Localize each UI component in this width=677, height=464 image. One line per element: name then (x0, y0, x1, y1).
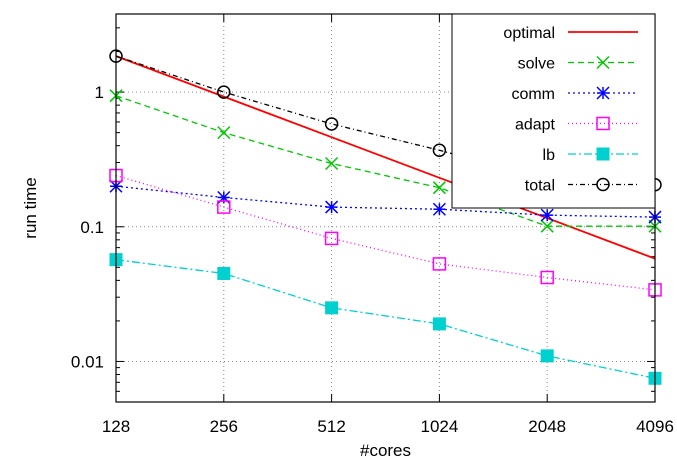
point-adapt (324, 231, 339, 246)
legend-label-optimal: optimal (503, 25, 555, 42)
point-solve (540, 219, 554, 233)
point-total (432, 143, 447, 157)
legend-label-adapt: adapt (515, 117, 556, 134)
legend-label-total: total (525, 178, 555, 195)
series-lb (109, 253, 662, 385)
x-tick-label: 1024 (420, 417, 458, 436)
x-tick-label: 256 (210, 417, 238, 436)
y-tick-label: 1 (95, 83, 104, 102)
point-lb (540, 349, 554, 363)
point-lb (217, 266, 231, 280)
x-tick-label: 4096 (636, 417, 674, 436)
y-tick-label: 0.01 (71, 352, 104, 371)
legend-marker-solve (596, 55, 610, 70)
point-comm (540, 208, 554, 222)
point-adapt (540, 270, 554, 285)
legend-marker-lb (596, 147, 610, 161)
x-tick-label: 512 (317, 417, 345, 436)
legend-box (451, 13, 656, 209)
legend-marker-adapt (596, 116, 610, 131)
point-comm (432, 202, 446, 216)
legend: optimal solve comm adapt lb total (451, 13, 656, 209)
legend-label-comm: comm (511, 86, 555, 103)
y-axis-label: run time (21, 177, 40, 238)
series-line-comm (115, 185, 656, 218)
point-solve (217, 126, 231, 140)
series-line-solve (115, 95, 655, 227)
x-tick-label: 128 (102, 417, 130, 436)
point-solve (432, 181, 446, 195)
y-tick-label: 0.1 (80, 218, 104, 237)
x-axis-label: #cores (360, 441, 411, 460)
point-adapt (217, 200, 231, 214)
point-total (217, 85, 231, 99)
point-comm (325, 200, 339, 214)
point-lb (325, 301, 339, 315)
point-adapt (432, 257, 447, 271)
series-line-lb (115, 259, 656, 379)
legend-marker-total (596, 177, 610, 192)
point-solve (325, 156, 339, 171)
legend-marker-comm (596, 86, 610, 100)
tick-labels: 128 256 512 1024 2048 4096 0.01 0.1 1 (71, 83, 674, 436)
point-total (324, 117, 339, 131)
series-optimal (115, 55, 656, 260)
x-tick-label: 2048 (528, 417, 566, 436)
legend-label-lb: lb (543, 147, 556, 164)
point-lb (432, 317, 446, 331)
series-line-optimal (115, 55, 656, 260)
legend-label-solve: solve (518, 56, 555, 73)
